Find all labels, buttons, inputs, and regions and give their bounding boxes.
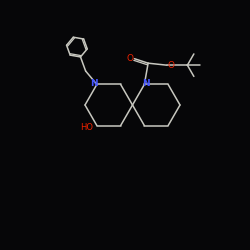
Text: HO: HO — [80, 123, 93, 132]
Text: N: N — [90, 79, 98, 88]
Text: O: O — [168, 61, 175, 70]
Text: N: N — [142, 79, 150, 88]
Text: O: O — [126, 54, 134, 63]
